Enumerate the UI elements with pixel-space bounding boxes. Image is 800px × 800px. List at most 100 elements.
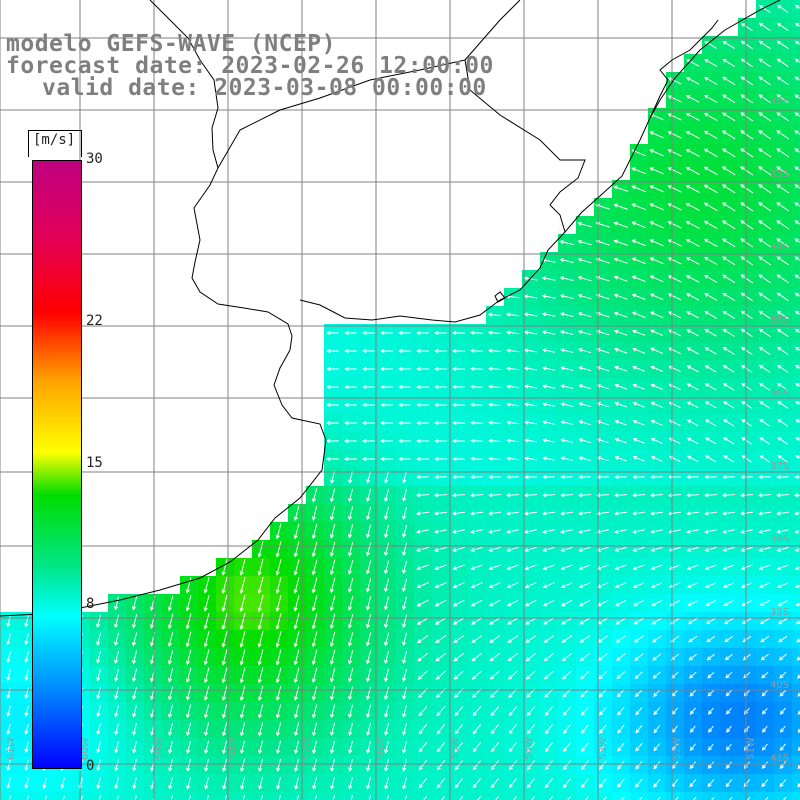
wind-arrow	[729, 796, 733, 800]
wind-arrow	[6, 615, 11, 628]
wind-arrow	[542, 511, 555, 516]
wind-arrow	[704, 474, 717, 480]
wind-arrow	[797, 692, 800, 697]
wind-arrow	[542, 564, 555, 570]
wind-arrow	[758, 474, 771, 480]
wind-arrow	[384, 668, 390, 683]
wind-arrow	[613, 493, 628, 498]
wind-arrow	[561, 617, 573, 625]
wind-arrow	[402, 650, 408, 665]
wind-arrow	[706, 653, 715, 661]
wind-arrow	[794, 511, 800, 516]
wind-arrow	[380, 384, 393, 390]
wind-arrow	[650, 419, 663, 426]
wind-arrow	[96, 614, 102, 629]
wind-arrow	[505, 348, 520, 353]
wind-arrow	[560, 366, 574, 371]
wind-arrow	[221, 685, 228, 702]
wind-arrow	[366, 506, 372, 521]
wind-arrow	[507, 670, 518, 680]
wind-arrow	[705, 600, 717, 606]
wind-arrow	[722, 40, 735, 50]
wind-arrow	[384, 614, 390, 629]
wind-arrow	[451, 493, 466, 498]
wind-arrow	[776, 474, 789, 480]
wind-arrow	[312, 740, 318, 755]
wind-arrow	[634, 689, 643, 698]
wind-arrow	[132, 668, 138, 683]
wind-arrow	[795, 620, 800, 625]
latitude-label: 35S	[770, 315, 789, 326]
wind-arrow	[131, 596, 138, 611]
wind-arrow	[723, 419, 735, 427]
wind-arrow	[722, 474, 735, 480]
wind-arrow	[329, 649, 336, 666]
wind-arrow	[167, 649, 174, 665]
wind-arrow	[452, 438, 465, 444]
wind-arrow	[578, 582, 591, 589]
wind-arrow	[795, 437, 800, 442]
wind-arrow	[560, 402, 573, 407]
wind-arrow	[168, 704, 174, 719]
wind-arrow	[549, 796, 553, 800]
wind-arrow	[384, 506, 390, 521]
latitude-label: 37S	[770, 461, 789, 472]
wind-arrow	[541, 294, 556, 299]
wind-arrow	[759, 600, 770, 606]
wind-arrow	[725, 671, 733, 679]
wind-speed-cell	[0, 792, 19, 800]
wind-arrow	[776, 148, 790, 158]
wind-arrow	[562, 742, 571, 753]
wind-arrow	[559, 258, 574, 263]
wind-arrow	[222, 758, 228, 773]
wind-arrow	[434, 564, 447, 571]
wind-arrow	[384, 596, 390, 611]
wind-arrow	[650, 455, 663, 462]
wind-arrow	[616, 671, 626, 680]
wind-arrow	[470, 511, 483, 516]
wind-arrow	[402, 722, 407, 736]
forecast-date: forecast date: 2023-02-26 12:00:00	[6, 53, 494, 79]
wind-arrow	[311, 577, 318, 594]
wind-arrow	[703, 76, 718, 85]
wind-arrow	[650, 511, 663, 516]
wind-arrow	[294, 722, 300, 737]
wind-arrow	[62, 795, 65, 800]
wind-arrow	[633, 599, 645, 607]
wind-arrow	[741, 600, 752, 606]
wind-speed-cell	[594, 792, 613, 800]
wind-arrow	[543, 653, 554, 662]
wind-arrow	[523, 348, 538, 353]
wind-arrow	[434, 582, 447, 589]
wind-arrow	[667, 203, 682, 211]
wind-arrow	[275, 612, 282, 630]
wind-arrow	[779, 725, 786, 733]
wind-speed-cell	[792, 540, 800, 559]
wind-speed-cell	[792, 90, 800, 109]
wind-arrow	[579, 635, 590, 643]
wind-arrow	[649, 239, 664, 247]
wind-arrow	[635, 724, 643, 734]
wind-speed-cell	[792, 54, 800, 73]
wind-arrow	[348, 506, 354, 521]
wind-arrow	[793, 493, 800, 498]
wind-arrow	[667, 275, 682, 283]
wind-arrow	[348, 740, 353, 755]
wind-speed-cell	[792, 432, 800, 451]
wind-arrow	[704, 41, 718, 49]
wind-arrow	[384, 488, 390, 503]
wind-arrow	[452, 366, 465, 372]
wind-arrow	[649, 185, 664, 193]
wind-arrow	[704, 329, 717, 337]
wind-arrow	[703, 202, 718, 212]
wind-arrow	[204, 776, 209, 790]
wind-arrow	[506, 438, 519, 443]
longitude-label: 56W	[376, 737, 387, 760]
wind-arrow	[239, 558, 246, 576]
wind-arrow	[404, 795, 407, 800]
wind-arrow	[649, 293, 664, 301]
wind-arrow	[560, 582, 573, 589]
wind-arrow	[577, 293, 592, 300]
wind-arrow	[311, 488, 318, 503]
